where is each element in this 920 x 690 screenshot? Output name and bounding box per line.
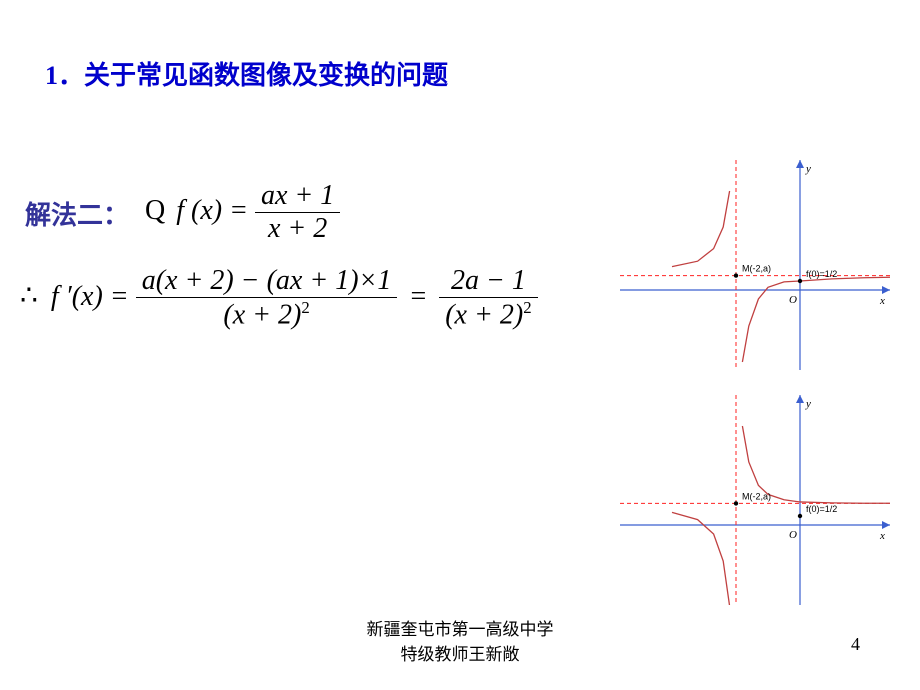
curve-left	[672, 512, 730, 605]
label-M: M(-2,a)	[742, 491, 771, 501]
x-axis-label: x	[879, 530, 885, 542]
frac3-num: 2a − 1	[439, 265, 537, 298]
x-arrow-icon	[882, 521, 890, 529]
point-f0	[798, 279, 802, 283]
footer: 新疆奎屯市第一高级中学 特级教师王新敞	[0, 615, 920, 665]
frac1-den: x + 2	[255, 213, 340, 245]
origin-label: O	[789, 294, 797, 306]
frac1-num: ax + 1	[255, 180, 340, 213]
chart-bottom: y x O M(-2,a) f(0)=1/2	[620, 395, 890, 605]
frac3-den: (x + 2)2	[439, 298, 537, 331]
curve-left	[672, 191, 730, 267]
method-label: 解法二：	[25, 195, 129, 232]
origin-label: O	[789, 529, 797, 541]
x-axis-label: x	[879, 295, 885, 307]
formula-given: Q f (x) = ax + 1 x + 2	[145, 180, 340, 245]
y-arrow-icon	[796, 395, 804, 403]
label-M: M(-2,a)	[742, 264, 771, 274]
y-arrow-icon	[796, 160, 804, 168]
fprime-text: f ′(x) =	[51, 281, 129, 312]
point-f0	[798, 514, 802, 518]
footer-line2: 特级教师王新敞	[401, 645, 520, 664]
fraction-3: 2a − 1 (x + 2)2	[439, 265, 537, 331]
label-f0: f(0)=1/2	[806, 269, 837, 279]
point-M	[734, 501, 738, 505]
point-M	[734, 273, 738, 277]
page-number: 4	[851, 634, 860, 655]
because-symbol: Q	[145, 195, 165, 226]
x-arrow-icon	[882, 286, 890, 294]
frac2-den: (x + 2)2	[136, 298, 398, 331]
y-axis-label: y	[805, 398, 811, 410]
therefore-symbol: ∴	[20, 281, 38, 312]
formula-derivative: ∴ f ′(x) = a(x + 2) − (ax + 1)×1 (x + 2)…	[20, 265, 538, 331]
equals-symbol: =	[410, 281, 426, 312]
fraction-1: ax + 1 x + 2	[255, 180, 340, 245]
label-f0: f(0)=1/2	[806, 504, 837, 514]
footer-line1: 新疆奎屯市第一高级中学	[367, 620, 554, 639]
section-title: 1．关于常见函数图像及变换的问题	[45, 55, 448, 92]
frac2-num: a(x + 2) − (ax + 1)×1	[136, 265, 398, 298]
chart-top: y x O M(-2,a) f(0)=1/2	[620, 160, 890, 370]
fx-text: f (x) =	[176, 195, 248, 226]
fraction-2: a(x + 2) − (ax + 1)×1 (x + 2)2	[136, 265, 398, 331]
y-axis-label: y	[805, 163, 811, 175]
